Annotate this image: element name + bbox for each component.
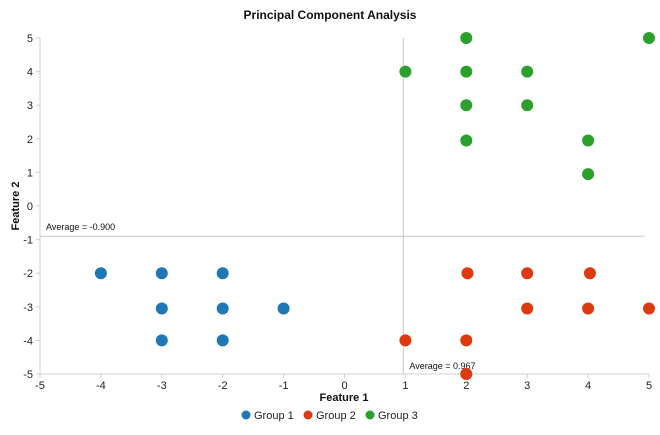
- y-tick-label: -4: [23, 335, 33, 347]
- legend-marker-group-2: [303, 410, 313, 420]
- x-average-label: Average = 0.967: [409, 361, 475, 371]
- point-group-1[interactable]: [216, 267, 229, 280]
- point-group-3[interactable]: [582, 168, 595, 181]
- point-group-1[interactable]: [277, 302, 290, 315]
- point-group-2[interactable]: [461, 267, 474, 280]
- point-group-3[interactable]: [521, 99, 534, 112]
- point-group-3[interactable]: [460, 32, 473, 44]
- y-tick-label: 2: [27, 134, 33, 146]
- point-group-1[interactable]: [155, 334, 168, 347]
- point-group-3[interactable]: [643, 32, 655, 44]
- point-group-2[interactable]: [460, 334, 473, 347]
- point-group-2[interactable]: [582, 302, 595, 315]
- point-group-2[interactable]: [399, 334, 412, 347]
- point-group-2[interactable]: [583, 267, 596, 280]
- point-group-3[interactable]: [460, 65, 473, 78]
- y-tick-label: -1: [23, 235, 33, 247]
- y-tick-label: 0: [27, 201, 33, 213]
- point-group-2[interactable]: [521, 302, 534, 315]
- x-tick-label: 4: [585, 380, 591, 392]
- y-tick-label: -5: [23, 369, 33, 381]
- x-tick-label: -1: [279, 380, 289, 392]
- point-group-2[interactable]: [521, 267, 534, 280]
- point-group-3[interactable]: [582, 134, 595, 147]
- point-group-2[interactable]: [643, 302, 655, 315]
- point-group-2[interactable]: [460, 368, 473, 380]
- y-tick-label: 5: [27, 33, 33, 45]
- point-group-3[interactable]: [460, 134, 473, 147]
- y-axis-label: Feature 2: [10, 182, 22, 231]
- x-tick-label: 1: [402, 380, 408, 392]
- point-group-1[interactable]: [155, 267, 168, 280]
- legend-label-group-2[interactable]: Group 2: [316, 410, 356, 422]
- point-group-1[interactable]: [155, 302, 168, 315]
- point-group-3[interactable]: [399, 65, 412, 78]
- x-tick-label: 3: [524, 380, 530, 392]
- x-tick-label: -4: [96, 380, 106, 392]
- legend-marker-group-1: [241, 410, 251, 420]
- legend-label-group-3[interactable]: Group 3: [378, 410, 418, 422]
- x-tick-label: -2: [218, 380, 228, 392]
- y-tick-label: 4: [27, 67, 33, 79]
- legend-marker-group-3: [365, 410, 375, 420]
- point-group-1[interactable]: [94, 267, 107, 280]
- x-tick-label: 0: [341, 380, 347, 392]
- y-tick-label: 1: [27, 167, 33, 179]
- point-group-3[interactable]: [460, 99, 473, 112]
- chart-title: Principal Component Analysis: [244, 8, 417, 22]
- y-tick-label: 3: [27, 100, 33, 112]
- x-tick-label: -5: [35, 380, 45, 392]
- point-group-1[interactable]: [216, 302, 229, 315]
- x-tick-label: 5: [646, 380, 652, 392]
- legend-label-group-1[interactable]: Group 1: [254, 410, 294, 422]
- y-tick-label: -3: [23, 302, 33, 314]
- x-tick-label: -3: [157, 380, 167, 392]
- point-group-3[interactable]: [521, 65, 534, 78]
- y-average-label: Average = -0.900: [46, 222, 115, 232]
- x-axis-label: Feature 1: [320, 392, 369, 404]
- x-tick-label: 2: [463, 380, 469, 392]
- point-group-1[interactable]: [216, 334, 229, 347]
- y-tick-label: -2: [23, 268, 33, 280]
